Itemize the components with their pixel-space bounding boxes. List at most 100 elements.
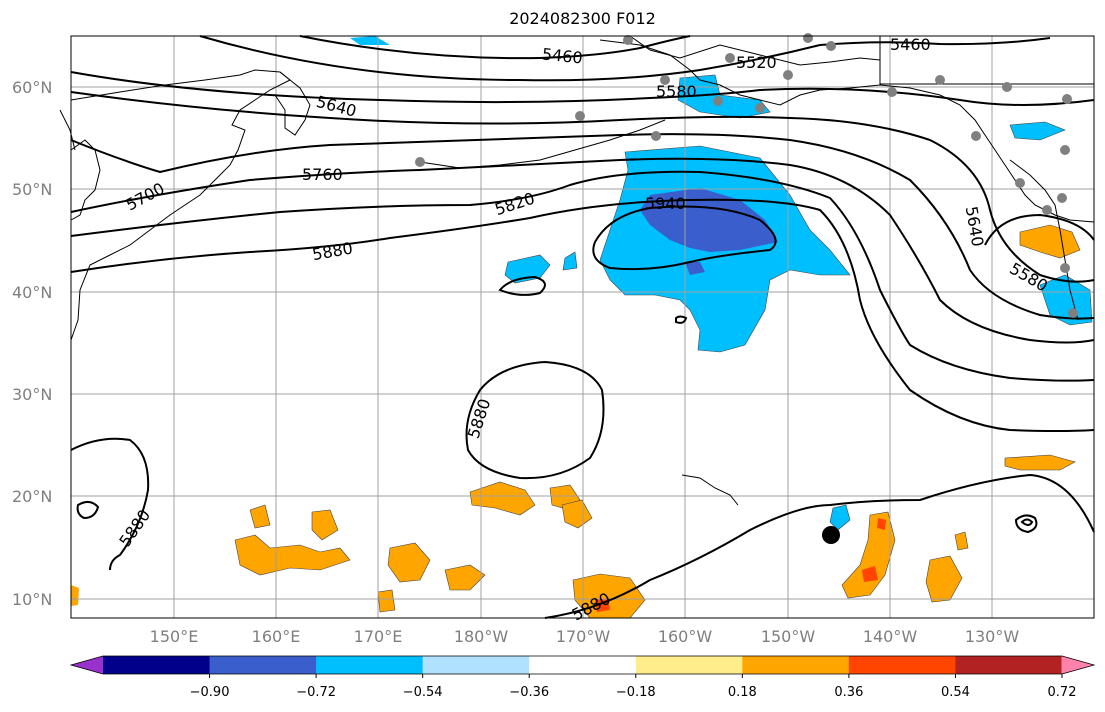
lon-label: 150°E bbox=[150, 627, 199, 646]
colorbar bbox=[69, 655, 1096, 675]
station-dot bbox=[651, 131, 661, 141]
lon-label: 160°E bbox=[252, 627, 301, 646]
shading-red-epac2 bbox=[862, 566, 878, 582]
station-dot bbox=[887, 87, 897, 97]
shading-orange-epac3 bbox=[1004, 454, 1076, 471]
coast-alaska bbox=[599, 39, 1095, 223]
shading-orange-cpac1 bbox=[469, 481, 536, 516]
border-canada bbox=[879, 36, 1094, 85]
shading-orange-wpac1 bbox=[234, 534, 351, 576]
colorbar-outline bbox=[69, 655, 1096, 675]
contour-5880-west bbox=[70, 437, 150, 571]
shading-blue-w2 bbox=[562, 251, 578, 271]
colorbar-tick-label: −0.90 bbox=[190, 685, 230, 700]
shading-darkblue-core bbox=[640, 188, 778, 252]
shading-orange-epac4 bbox=[954, 531, 969, 551]
station-dot bbox=[1060, 145, 1070, 155]
lon-label: 160°W bbox=[658, 627, 713, 646]
colorbar-tick-label: 0.18 bbox=[728, 685, 757, 700]
contour-5880-loop bbox=[465, 360, 605, 480]
station-dot bbox=[1015, 178, 1025, 188]
shading-orange-nw-us bbox=[1019, 224, 1081, 259]
station-dot bbox=[1002, 82, 1012, 92]
coast-asia bbox=[70, 69, 291, 341]
lat-label: 40°N bbox=[12, 283, 52, 302]
station-dot bbox=[575, 111, 585, 121]
height-contours bbox=[70, 35, 1095, 619]
contour-5880-small bbox=[498, 275, 546, 296]
colorbar-segment bbox=[422, 656, 530, 674]
storm-center-marker bbox=[822, 526, 840, 544]
station-dot bbox=[623, 35, 633, 45]
station-dot bbox=[971, 131, 981, 141]
colorbar-tick-label: −0.72 bbox=[296, 685, 336, 700]
contour-nw-us-loop bbox=[984, 213, 1095, 246]
map-frame bbox=[70, 35, 1095, 619]
station-dot bbox=[725, 53, 735, 63]
lat-label: 30°N bbox=[12, 385, 52, 404]
colorbar-segment bbox=[848, 656, 956, 674]
colorbar-segment bbox=[742, 656, 850, 674]
station-dot bbox=[713, 96, 723, 106]
station-dot bbox=[1060, 263, 1070, 273]
contour-5820 bbox=[70, 170, 1095, 382]
colorbar-extend-min bbox=[71, 656, 104, 674]
colorbar-segment bbox=[103, 656, 211, 674]
station-dot bbox=[935, 75, 945, 85]
colorbar-tick-label: 0.36 bbox=[834, 685, 863, 700]
shading-red-epac bbox=[877, 518, 886, 530]
shading-orange-epac1 bbox=[841, 511, 896, 599]
contour-small-west bbox=[76, 501, 100, 520]
lon-label: 170°W bbox=[556, 627, 611, 646]
contour-label: 5520 bbox=[736, 53, 777, 72]
coast-alaska-north bbox=[629, 35, 881, 66]
shading-blue-gulf bbox=[1009, 121, 1066, 141]
contour-5760 bbox=[70, 157, 1095, 344]
station-dot bbox=[1062, 94, 1072, 104]
shading-orange-wpac2 bbox=[249, 504, 271, 529]
shading-orange-wpac3 bbox=[311, 509, 339, 541]
shading-orange-edge bbox=[71, 585, 79, 606]
longitude-labels: 150°E 160°E 170°E 180°W 170°W 160°W 150°… bbox=[150, 627, 1020, 646]
contour-label: 5460 bbox=[890, 35, 931, 54]
shading-orange-wpac4 bbox=[387, 542, 431, 583]
contour-5880-small2 bbox=[675, 315, 688, 324]
lat-label: 60°N bbox=[12, 78, 52, 97]
station-dot bbox=[415, 157, 425, 167]
positive-shading bbox=[71, 224, 1081, 619]
shading-orange-wpac6 bbox=[377, 589, 396, 613]
station-markers bbox=[415, 33, 1078, 318]
lon-label: 180°W bbox=[454, 627, 509, 646]
shading-blue-nw-us bbox=[1039, 274, 1093, 326]
coast-sakhalin bbox=[59, 109, 76, 151]
contour-small-east bbox=[1014, 514, 1038, 534]
latitude-labels: 60°N 50°N 40°N 30°N 20°N 10°N bbox=[12, 78, 52, 609]
shading-blue-top bbox=[350, 36, 390, 45]
contour-5460-west bbox=[299, 35, 691, 60]
colorbar-extend-max bbox=[1061, 656, 1094, 674]
colorbar-tick-label: −0.36 bbox=[509, 685, 549, 700]
contour-5580 bbox=[70, 71, 1095, 106]
colorbar-segment bbox=[955, 656, 1063, 674]
contour-label: 5460 bbox=[541, 44, 583, 67]
coast-japan bbox=[70, 139, 101, 221]
colorbar-tick-label: 0.54 bbox=[941, 685, 970, 700]
lon-label: 130°W bbox=[965, 627, 1020, 646]
colorbar-tick-label: −0.18 bbox=[616, 685, 656, 700]
shading-orange-cpac3 bbox=[561, 499, 593, 529]
coast-kamchatka bbox=[274, 71, 311, 136]
contour-5880-main bbox=[70, 198, 1095, 432]
contour-5640 bbox=[70, 91, 1095, 283]
station-dot bbox=[826, 41, 836, 51]
contour-label: 5940 bbox=[645, 194, 686, 213]
shading-darkblue-small bbox=[685, 262, 705, 275]
lat-label: 10°N bbox=[12, 590, 52, 609]
colorbar-segment bbox=[209, 656, 317, 674]
contour-label: 5580 bbox=[656, 82, 697, 101]
lat-label: 20°N bbox=[12, 487, 52, 506]
contour-5520 bbox=[199, 35, 1051, 82]
station-dot bbox=[1057, 193, 1067, 203]
colorbar-segment bbox=[529, 656, 637, 674]
shading-orange-epac2 bbox=[925, 555, 963, 603]
